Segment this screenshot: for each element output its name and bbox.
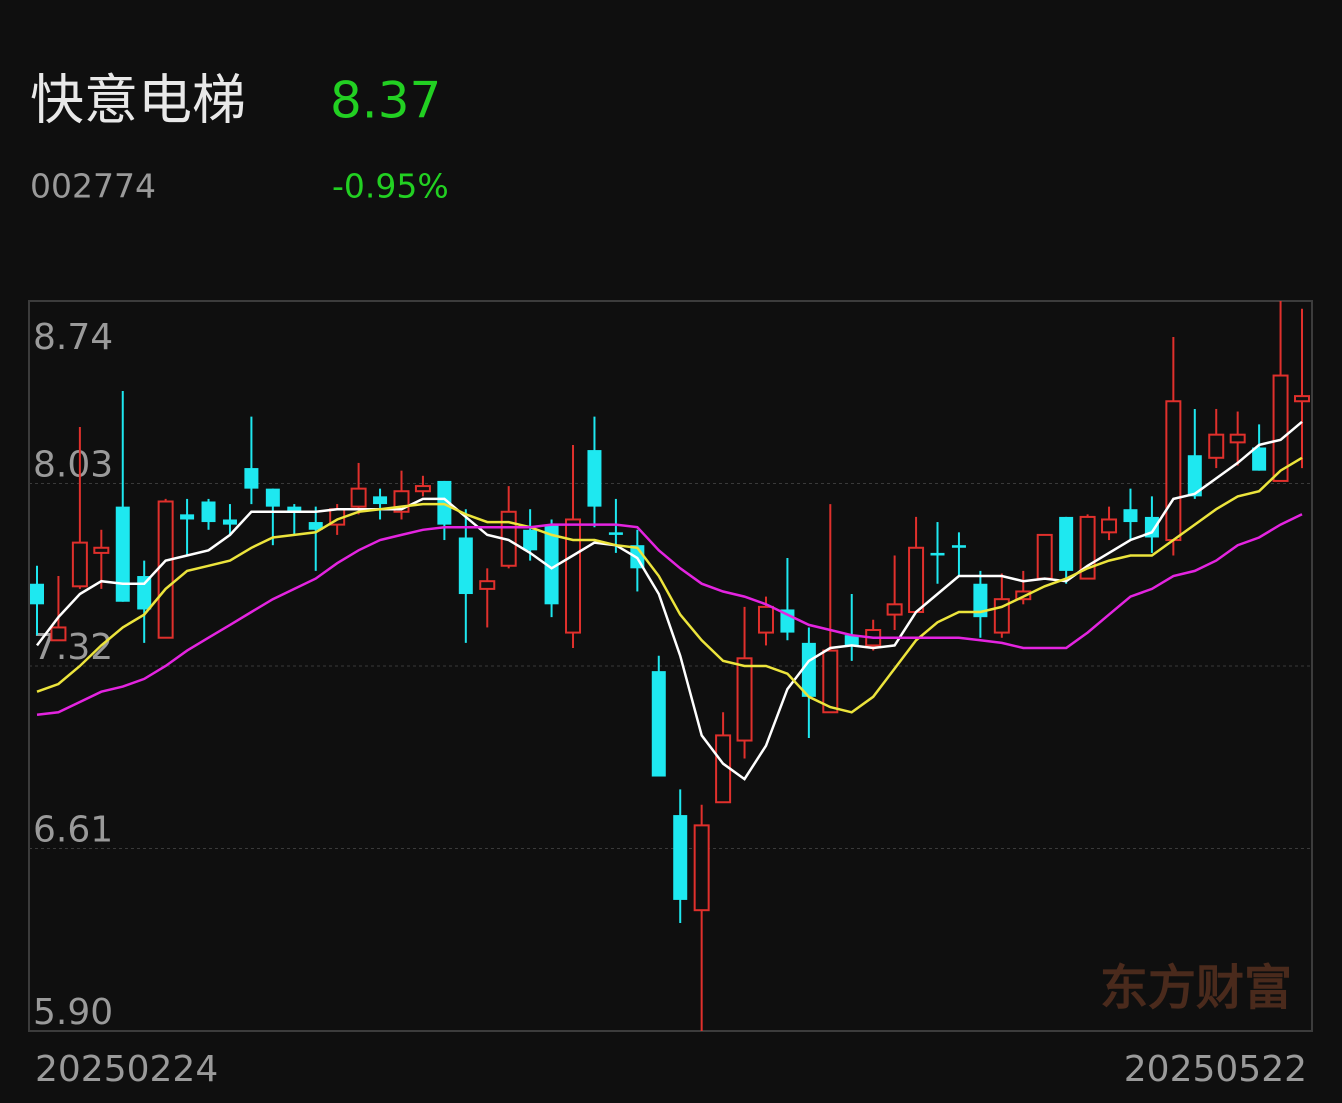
candle-body xyxy=(1036,533,1053,580)
watermark: 东方财富 xyxy=(1100,960,1292,1016)
x-tick-label: 20250522 xyxy=(1124,1049,1307,1090)
candle-body xyxy=(93,546,110,554)
candle-body xyxy=(1272,374,1289,482)
moving-average-line xyxy=(36,513,1303,717)
candle-body xyxy=(180,514,195,520)
candle-body xyxy=(1123,509,1138,523)
candle-body xyxy=(1294,395,1310,403)
candle-body xyxy=(244,468,259,489)
candle-body xyxy=(736,657,753,742)
candle-body xyxy=(265,488,280,507)
candle-body xyxy=(201,501,216,523)
candle-body xyxy=(458,537,473,595)
candle-body xyxy=(844,635,859,646)
stock-code: 002774 xyxy=(30,167,156,206)
candle-body xyxy=(1208,433,1225,459)
candle-body xyxy=(1229,433,1246,444)
y-tick-label: 8.03 xyxy=(33,445,113,486)
candle-body xyxy=(1252,447,1267,471)
candle-body xyxy=(287,506,302,512)
candle-body xyxy=(71,541,88,588)
candle-body xyxy=(137,576,152,610)
y-tick-label: 8.74 xyxy=(33,317,113,358)
candle-body xyxy=(479,580,496,590)
moving-average-line xyxy=(36,420,1303,781)
candle-body xyxy=(715,734,732,804)
y-tick-label: 6.61 xyxy=(33,810,113,851)
candle-body xyxy=(157,500,174,639)
candle-body xyxy=(651,671,666,777)
candle-body xyxy=(437,480,452,525)
candle-body xyxy=(373,496,388,505)
candle-body xyxy=(930,552,945,556)
candle-body xyxy=(1187,455,1202,497)
candle-body xyxy=(523,529,538,551)
candle-body xyxy=(673,815,688,900)
candle-body xyxy=(414,485,431,493)
candle-body xyxy=(608,532,623,535)
candle-body xyxy=(587,450,602,507)
candle-body xyxy=(50,626,67,642)
candle-body xyxy=(30,583,44,605)
price-change: -0.95% xyxy=(332,167,449,206)
moving-average-line xyxy=(36,456,1303,714)
x-tick-label: 20250224 xyxy=(35,1049,218,1090)
candle-body xyxy=(565,518,582,634)
candle-body xyxy=(1165,400,1182,542)
candle-body xyxy=(801,642,816,697)
stock-name: 快意电梯 xyxy=(30,69,246,132)
candle-body xyxy=(1059,516,1074,571)
candle-body xyxy=(308,522,323,530)
candle-body xyxy=(886,603,903,616)
candle-body xyxy=(822,649,839,714)
candle-body xyxy=(115,506,130,602)
candle-body xyxy=(693,824,710,912)
y-tick-label: 5.90 xyxy=(33,992,113,1033)
candle-body xyxy=(951,545,966,548)
candle-body xyxy=(544,524,559,605)
candle-body xyxy=(222,519,237,525)
candle-body xyxy=(1101,518,1118,534)
candle-body xyxy=(973,583,988,618)
candle-body xyxy=(908,546,925,614)
stock-price: 8.37 xyxy=(330,72,441,130)
candle-body xyxy=(350,487,367,508)
candle-body xyxy=(757,605,774,634)
